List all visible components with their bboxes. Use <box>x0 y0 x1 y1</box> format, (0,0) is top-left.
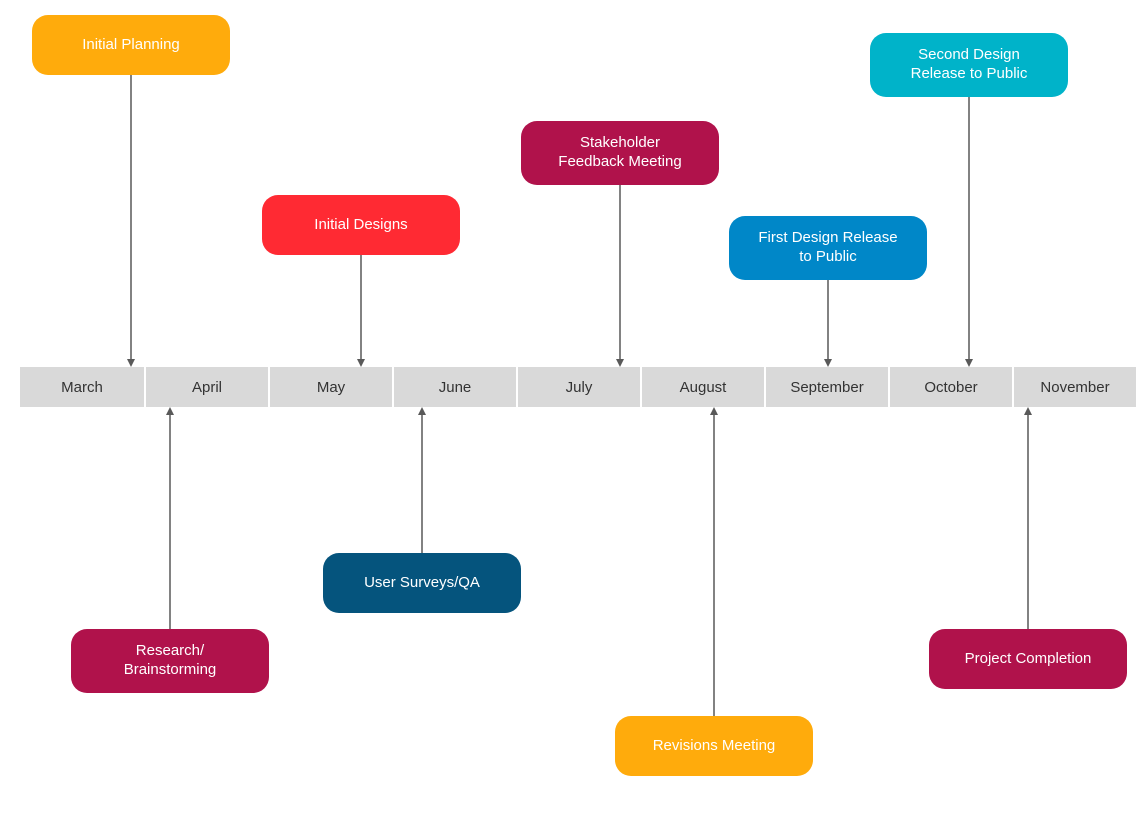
milestone-initial-designs: Initial Designs <box>262 195 460 255</box>
month-label: June <box>439 379 472 396</box>
milestone-label: User Surveys/QA <box>364 574 480 593</box>
month-label: October <box>924 379 977 396</box>
month-cell: November <box>1014 367 1136 407</box>
month-cell: August <box>642 367 764 407</box>
month-label: July <box>566 379 593 396</box>
milestone-label: Initial Planning <box>82 36 180 55</box>
milestone-label: Second Design Release to Public <box>911 46 1028 84</box>
month-cell: April <box>146 367 268 407</box>
milestone-revisions-meeting: Revisions Meeting <box>615 716 813 776</box>
month-label: August <box>680 379 727 396</box>
milestone-initial-planning: Initial Planning <box>32 15 230 75</box>
month-cell: June <box>394 367 516 407</box>
month-cell: October <box>890 367 1012 407</box>
month-cell: March <box>20 367 144 407</box>
month-label: November <box>1040 379 1109 396</box>
month-label: April <box>192 379 222 396</box>
milestone-project-completion: Project Completion <box>929 629 1127 689</box>
month-label: March <box>61 379 103 396</box>
timeline-canvas: March April May June July August September Octo… <box>0 0 1146 840</box>
month-label: September <box>790 379 863 396</box>
milestone-second-design-release: Second Design Release to Public <box>870 33 1068 97</box>
month-cell: July <box>518 367 640 407</box>
milestone-label: Initial Designs <box>314 216 407 235</box>
milestone-user-surveys-qa: User Surveys/QA <box>323 553 521 613</box>
month-cell: May <box>270 367 392 407</box>
milestone-label: Project Completion <box>965 650 1092 669</box>
milestone-first-design-release: First Design Release to Public <box>729 216 927 280</box>
milestone-label: Research/ Brainstorming <box>124 642 217 680</box>
month-label: May <box>317 379 345 396</box>
milestone-label: First Design Release to Public <box>758 229 897 267</box>
milestone-research-brainstorming: Research/ Brainstorming <box>71 629 269 693</box>
month-cell: September <box>766 367 888 407</box>
milestone-label: Revisions Meeting <box>653 737 776 756</box>
milestone-label: Stakeholder Feedback Meeting <box>558 134 681 172</box>
milestone-stakeholder-feedback: Stakeholder Feedback Meeting <box>521 121 719 185</box>
